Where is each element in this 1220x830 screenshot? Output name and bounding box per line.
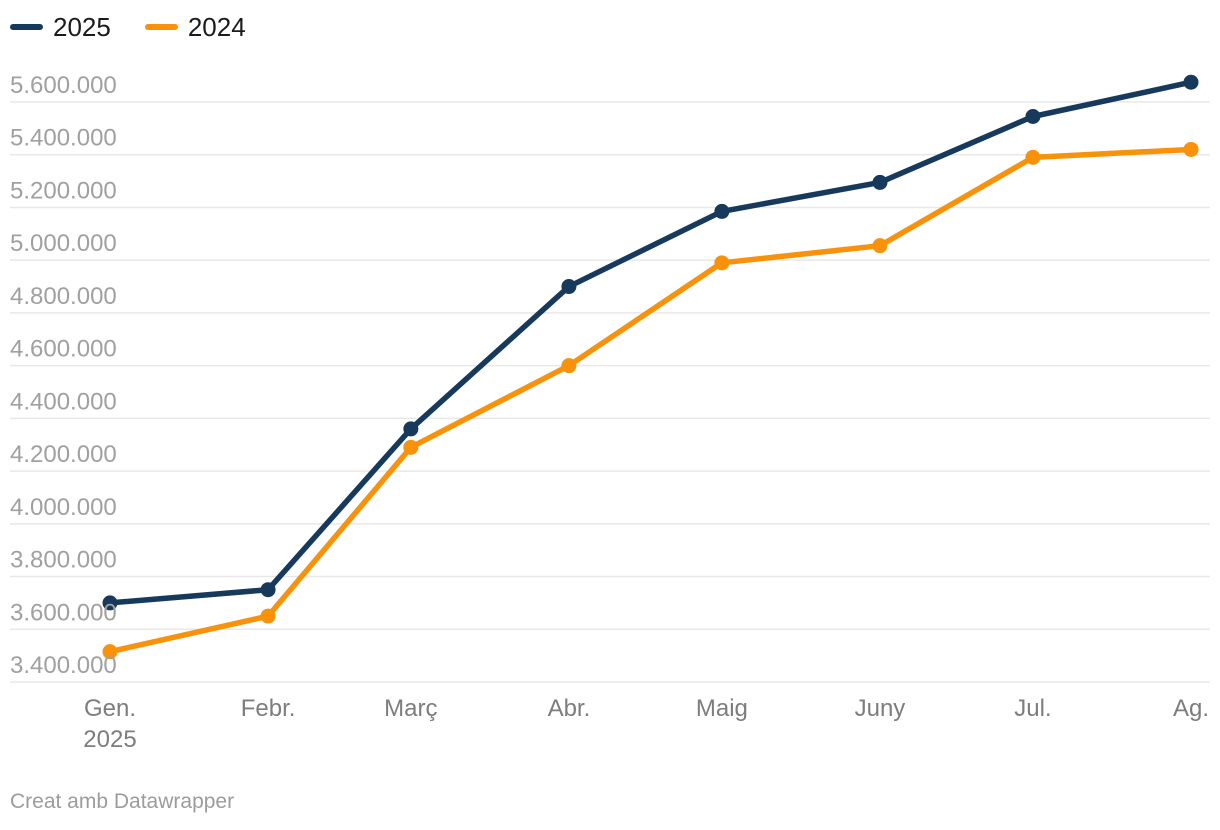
data-point-2024-Jul.[interactable] bbox=[1025, 149, 1041, 165]
y-tick-label: 3.600.000 bbox=[10, 599, 117, 626]
data-point-2024-Març[interactable] bbox=[403, 439, 419, 455]
legend-swatch-2025-icon bbox=[10, 24, 43, 30]
y-tick-label: 3.800.000 bbox=[10, 547, 117, 574]
y-tick-label: 4.800.000 bbox=[10, 283, 117, 310]
y-tick-label: 4.400.000 bbox=[10, 388, 117, 415]
data-point-2025-Abr.[interactable] bbox=[561, 279, 577, 295]
data-point-2024-Juny[interactable] bbox=[872, 238, 888, 254]
data-point-2024-Maig[interactable] bbox=[714, 255, 730, 271]
x-tick-label: Març bbox=[384, 695, 437, 722]
data-point-2024-Febr.[interactable] bbox=[260, 608, 276, 624]
x-tick-label: Febr. bbox=[241, 695, 296, 722]
x-tick-label: 2025 bbox=[83, 726, 136, 753]
data-point-2025-Ag.[interactable] bbox=[1183, 74, 1199, 90]
data-point-2025-Maig[interactable] bbox=[714, 203, 730, 219]
legend-label-2024: 2024 bbox=[187, 12, 246, 42]
series-line-2024 bbox=[107, 146, 1194, 655]
series-line-2025 bbox=[107, 79, 1194, 606]
x-tick-label: Maig bbox=[696, 695, 748, 722]
y-tick-label: 5.600.000 bbox=[10, 72, 117, 99]
y-tick-label: 5.200.000 bbox=[10, 177, 117, 204]
x-tick-label: Gen. bbox=[84, 695, 136, 722]
legend: 2025 2024 bbox=[10, 14, 246, 40]
data-point-2025-Juny[interactable] bbox=[872, 174, 888, 190]
y-tick-label: 4.600.000 bbox=[10, 336, 117, 363]
legend-item-2024[interactable]: 2024 bbox=[144, 12, 246, 42]
data-point-2025-Jul.[interactable] bbox=[1025, 109, 1041, 124]
y-tick-label: 5.400.000 bbox=[10, 125, 117, 152]
legend-label-2025: 2025 bbox=[53, 12, 111, 42]
data-point-2025-Març[interactable] bbox=[403, 421, 419, 437]
x-tick-label: Juny bbox=[855, 695, 906, 722]
data-point-2025-Febr.[interactable] bbox=[260, 582, 276, 598]
y-tick-label: 5.000.000 bbox=[10, 230, 117, 257]
datawrapper-credit-link[interactable]: Creat amb Datawrapper bbox=[10, 790, 235, 813]
y-tick-label: 3.400.000 bbox=[10, 652, 117, 679]
legend-item-2025[interactable]: 2025 bbox=[10, 14, 111, 40]
y-tick-label: 4.200.000 bbox=[10, 441, 117, 468]
legend-swatch-2024-icon bbox=[144, 24, 178, 30]
x-tick-label: Abr. bbox=[548, 695, 591, 722]
data-point-2025-Gen. 2025[interactable] bbox=[102, 595, 118, 611]
data-point-2024-Gen. 2025[interactable] bbox=[102, 644, 118, 660]
y-tick-label: 4.000.000 bbox=[10, 494, 117, 521]
x-tick-label: Jul. bbox=[1014, 695, 1051, 722]
data-point-2024-Abr.[interactable] bbox=[561, 358, 577, 374]
x-tick-label: Ag. bbox=[1173, 695, 1209, 722]
data-point-2024-Ag.[interactable] bbox=[1183, 141, 1199, 157]
line-chart-plot: 3.400.000 3.600.000 3.800.000 4.000.000 4.20… bbox=[10, 72, 1210, 753]
